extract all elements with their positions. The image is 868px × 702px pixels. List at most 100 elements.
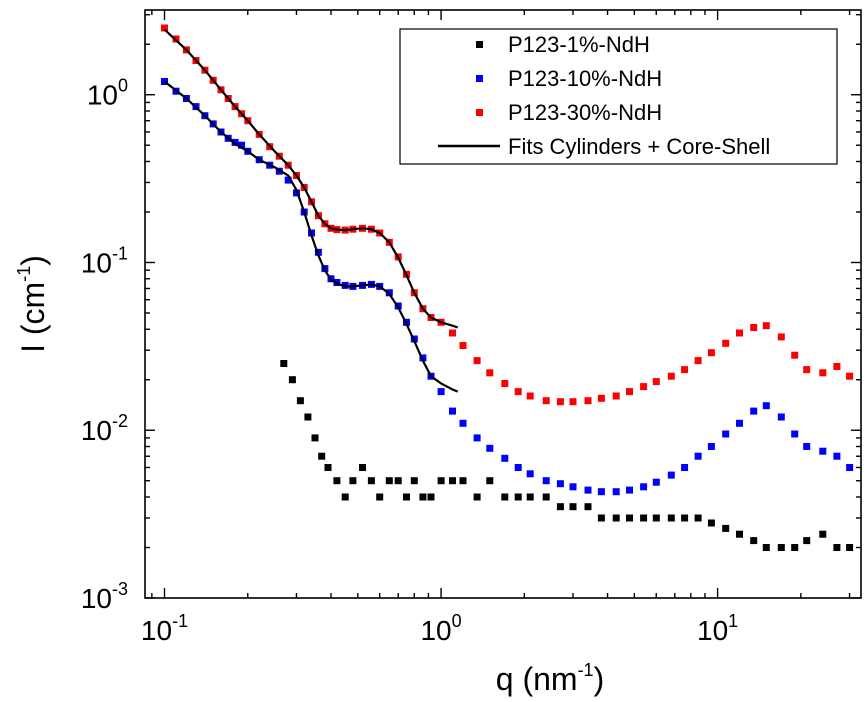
data-point [556, 398, 564, 406]
x-tick-label: 10-1 [141, 611, 188, 646]
fit-lines [163, 28, 459, 393]
y-tick-label: 10-3 [81, 579, 128, 614]
data-point [612, 514, 620, 522]
data-point [652, 378, 660, 386]
data-point [707, 349, 715, 357]
legend-label-2: P123-10%-NdH [508, 66, 662, 91]
data-point [652, 514, 660, 522]
data-point [667, 514, 675, 522]
data-point [486, 444, 494, 452]
data-point [803, 537, 811, 545]
data-point [612, 488, 620, 496]
data-point [542, 397, 550, 405]
data-point [514, 388, 522, 396]
data-point [459, 477, 467, 485]
data-point [341, 493, 349, 501]
data-point [569, 398, 577, 406]
data-point [394, 477, 402, 485]
data-point [833, 363, 841, 370]
data-point [819, 530, 827, 538]
data-point [626, 388, 633, 396]
data-point [597, 514, 605, 522]
axis-ticks [145, 10, 861, 599]
data-point [626, 486, 633, 494]
y-axis-title: I (cm-1) [14, 255, 51, 353]
data-point [501, 454, 509, 462]
data-point [161, 24, 168, 32]
data-point [473, 434, 481, 442]
data-point [569, 483, 577, 491]
y-tick-label: 10-1 [81, 243, 128, 278]
data-point [750, 407, 758, 415]
data-point [459, 342, 467, 349]
tick-labels: 10-1 100 101 10-3 10-2 10-1 100 [81, 76, 738, 646]
data-point [311, 434, 319, 442]
data-point [324, 464, 332, 471]
y-tick-label: 100 [87, 76, 128, 111]
data-point [803, 443, 811, 450]
data-point [349, 477, 357, 485]
data-point [284, 176, 292, 184]
legend-label-1: P123-1%-NdH [508, 32, 650, 57]
data-point [612, 392, 620, 400]
data-point [288, 376, 296, 384]
data-point [318, 452, 326, 460]
data-point [762, 322, 770, 330]
data-point [777, 413, 785, 421]
data-point [791, 430, 799, 438]
data-point [542, 493, 550, 501]
data-point [526, 470, 534, 478]
data-point [449, 329, 456, 337]
data-point [750, 324, 758, 331]
data-point [707, 519, 715, 527]
data-point [791, 544, 799, 551]
fit-curve [163, 28, 459, 329]
data-point [652, 478, 660, 486]
data-point [449, 407, 456, 415]
data-point [437, 477, 445, 485]
data-point [694, 514, 702, 522]
data-point [833, 452, 841, 460]
data-point [846, 372, 854, 380]
data-point [722, 430, 730, 438]
data-point [722, 524, 730, 532]
data-point [597, 394, 605, 402]
data-point [486, 477, 494, 485]
data-point [584, 486, 592, 494]
data-point [819, 447, 827, 455]
data-point [569, 503, 577, 511]
data-point [427, 493, 435, 501]
legend-marker-3 [476, 109, 483, 116]
data-point [597, 488, 605, 496]
data-point [556, 480, 564, 488]
data-point [437, 388, 445, 396]
data-point [750, 537, 758, 545]
data-point [501, 493, 509, 501]
legend-label-4: Fits Cylinders + Core-Shell [508, 134, 770, 159]
data-point [803, 366, 811, 374]
data-point [707, 443, 715, 450]
plot-frame [144, 9, 862, 599]
data-point [777, 333, 785, 341]
data-point [280, 360, 288, 367]
data-point [681, 514, 689, 522]
data-point [681, 366, 689, 374]
data-point [762, 402, 770, 410]
data-point [640, 514, 648, 522]
data-point [736, 329, 743, 337]
data-point [846, 544, 854, 551]
data-point [304, 413, 312, 421]
data-point [777, 544, 785, 551]
data-point [514, 464, 522, 471]
data-point [473, 357, 481, 365]
data-point [722, 339, 730, 347]
data-point [791, 351, 799, 359]
fit-curve [163, 80, 459, 393]
data-point [667, 372, 675, 380]
data-point [526, 493, 534, 501]
data-point [367, 477, 375, 485]
legend-label-3: P123-30%-NdH [508, 100, 662, 125]
data-point [640, 483, 648, 491]
data-point [410, 477, 418, 485]
